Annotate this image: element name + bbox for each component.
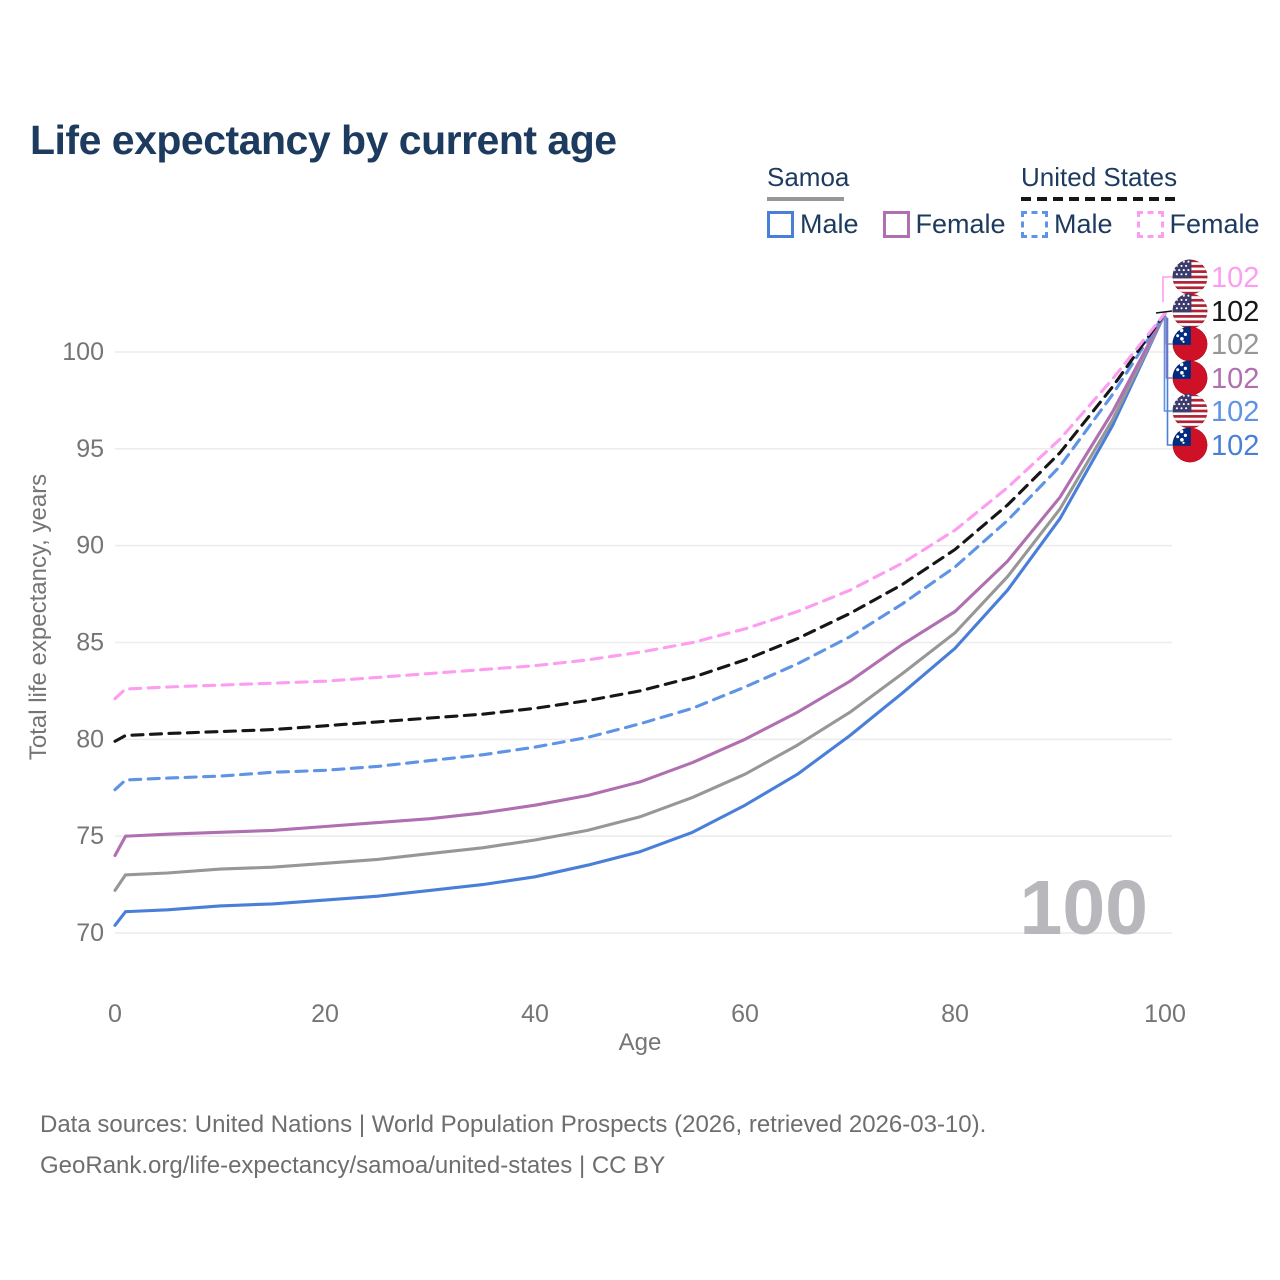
legend-samoa-female-label: Female <box>915 209 1006 239</box>
legend-us-female-swatch[interactable] <box>1136 211 1164 238</box>
footer-attribution-link: GeoRank.org/life-expectancy/samoa/united… <box>40 1152 666 1179</box>
y-tick-label: 95 <box>76 435 104 463</box>
x-tick-label: 100 <box>1144 1000 1186 1028</box>
us-flag-icon <box>1172 259 1208 295</box>
legend-samoa-both-line-swatch <box>767 197 844 201</box>
y-tick-label: 70 <box>76 919 104 947</box>
y-tick-label: 75 <box>76 822 104 850</box>
end-label-value: 102 <box>1211 363 1259 395</box>
end-label-value: 102 <box>1211 296 1259 328</box>
legend-samoa-female-swatch[interactable] <box>882 211 910 238</box>
series-line-united-states-male[interactable] <box>113 311 1167 792</box>
x-axis-title: Age <box>619 1029 662 1056</box>
samoa-flag-icon <box>1172 326 1208 362</box>
end-label-value: 102 <box>1211 396 1259 428</box>
x-tick-label: 60 <box>731 1000 759 1028</box>
footer-data-sources: Data sources: United Nations | World Pop… <box>40 1111 987 1138</box>
y-tick-label: 80 <box>76 725 104 753</box>
y-tick-label: 90 <box>76 532 104 560</box>
series-line-samoa-female[interactable] <box>113 311 1167 858</box>
page-title: Life expectancy by current age <box>30 117 617 164</box>
end-label-leader <box>1166 318 1172 446</box>
end-label-value: 102 <box>1211 430 1259 462</box>
x-tick-label: 0 <box>108 1000 122 1028</box>
legend-us-male-label: Male <box>1054 209 1113 239</box>
legend-group-samoa: Samoa Male Female <box>767 162 1030 240</box>
us-flag-icon <box>1172 393 1208 429</box>
samoa-flag-icon <box>1172 427 1208 463</box>
samoa-flag-icon <box>1172 360 1208 396</box>
end-label-leader <box>1162 276 1172 302</box>
us-flag-icon <box>1172 293 1208 329</box>
chart-footer: Data sources: United Nations | World Pop… <box>40 1104 986 1186</box>
legend-samoa-male-label: Male <box>800 209 859 239</box>
legend-us-header[interactable]: United States <box>1021 162 1178 192</box>
legend-us-male-swatch[interactable] <box>1021 211 1048 238</box>
legend-us-both-line-swatch <box>1021 197 1178 201</box>
x-tick-label: 20 <box>311 1000 339 1028</box>
end-label-leader <box>1165 317 1172 379</box>
y-tick-label: 100 <box>62 338 104 366</box>
y-axis-title: Total life expectancy, years <box>25 474 52 760</box>
end-label-leader <box>1155 310 1173 314</box>
x-tick-label: 40 <box>521 1000 549 1028</box>
end-label-value: 102 <box>1211 262 1259 294</box>
series-line-samoa-both-sexes[interactable] <box>113 311 1167 892</box>
series-line-united-states-female[interactable] <box>113 311 1167 701</box>
age-watermark: 100 <box>1020 865 1148 951</box>
y-tick-label: 85 <box>76 629 104 657</box>
legend-samoa-male-swatch[interactable] <box>767 211 794 238</box>
x-tick-label: 80 <box>941 1000 969 1028</box>
legend-us-female-label: Female <box>1169 209 1260 239</box>
legend-group-united-states: United States Male Female <box>1021 162 1280 240</box>
series-line-united-states-both-sexes[interactable] <box>113 311 1167 743</box>
end-label-value: 102 <box>1211 329 1259 361</box>
series-line-samoa-male[interactable] <box>113 311 1167 927</box>
end-label-leader <box>1163 316 1172 412</box>
legend-samoa-header[interactable]: Samoa <box>767 162 850 192</box>
